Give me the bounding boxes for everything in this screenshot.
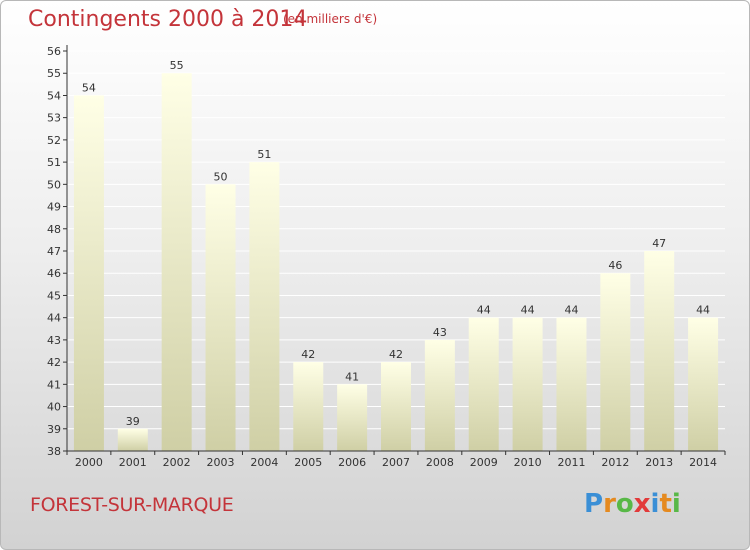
data-label: 41 [345,370,359,383]
logo-letter: o [615,489,634,519]
y-tick-label: 50 [47,178,61,191]
y-tick-label: 49 [47,201,61,214]
chart-title: Contingents 2000 à 2014 [28,7,308,32]
x-tick-label: 2011 [557,456,585,469]
y-tick-label: 52 [47,134,61,147]
x-tick-label: 2009 [470,456,498,469]
data-label: 50 [214,170,228,183]
logo-letter: t [659,489,672,519]
y-tick-label: 38 [47,445,61,458]
chart-subtitle: (en milliers d'€) [283,12,378,26]
x-tick-label: 2008 [426,456,454,469]
bar [468,317,499,451]
x-tick-label: 2001 [119,456,147,469]
y-tick-label: 51 [47,156,61,169]
bar [117,428,148,451]
y-tick-label: 48 [47,223,61,236]
bar [337,384,368,451]
y-tick-label: 41 [47,378,61,391]
bars [73,73,719,452]
y-tick-label: 47 [47,245,61,258]
y-tick-label: 40 [47,401,61,414]
y-tick-label: 55 [47,67,61,80]
data-label: 39 [126,415,140,428]
y-tick-label: 56 [47,45,61,58]
bar [161,73,192,451]
bar [600,273,631,451]
x-tick-label: 2006 [338,456,366,469]
x-tick-label: 2004 [250,456,278,469]
x-tick-label: 2007 [382,456,410,469]
x-tick-label: 2005 [294,456,322,469]
data-label: 44 [477,304,491,317]
data-label: 51 [257,148,271,161]
y-tick-label: 42 [47,356,61,369]
logo-letter: i [671,489,681,519]
bar [381,362,411,451]
x-tick-label: 2010 [514,456,542,469]
commune-name: FOREST-SUR-MARQUE [30,494,234,516]
bar [424,339,455,451]
data-label: 42 [389,348,403,361]
bar [73,95,104,451]
data-labels: 54 39 55 50 51 42 41 42 43 44 44 44 46 47 44 [82,59,710,428]
x-tick-label: 2002 [163,456,191,469]
data-label: 42 [301,348,315,361]
data-label: 55 [170,59,184,72]
y-tick-label: 44 [47,312,61,325]
logo-letter: r [603,489,616,519]
y-tick-label: 53 [47,112,61,125]
bar [688,317,719,451]
logo-letter: x [633,489,651,519]
y-tick-label: 43 [47,334,61,347]
data-label: 44 [696,304,710,317]
x-tick-label: 2012 [601,456,629,469]
data-label: 54 [82,81,96,94]
bar [249,162,280,451]
x-tick-label: 2003 [207,456,235,469]
bar [512,317,543,451]
y-tick-label: 54 [47,89,61,102]
x-tick-label: 2013 [645,456,673,469]
y-tick-label: 45 [47,289,61,302]
bar [205,184,236,452]
bar [644,251,675,451]
axes: 38 39 40 41 42 43 44 45 46 47 48 49 50 51 52 53 54 55 56 20… [47,45,726,469]
proxiti-logo: Proxiti [584,489,681,519]
data-label: 44 [521,304,535,317]
y-tick-label: 39 [47,423,61,436]
logo-letter: i [650,489,660,519]
data-label: 43 [433,326,447,339]
bar [293,362,324,451]
bar [556,317,587,451]
x-tick-label: 2014 [689,456,717,469]
x-tick-label: 2000 [75,456,103,469]
y-tick-label: 46 [47,267,61,280]
data-label: 46 [608,259,622,272]
logo-letter: P [584,489,604,519]
data-label: 47 [652,237,666,250]
data-label: 44 [564,304,578,317]
